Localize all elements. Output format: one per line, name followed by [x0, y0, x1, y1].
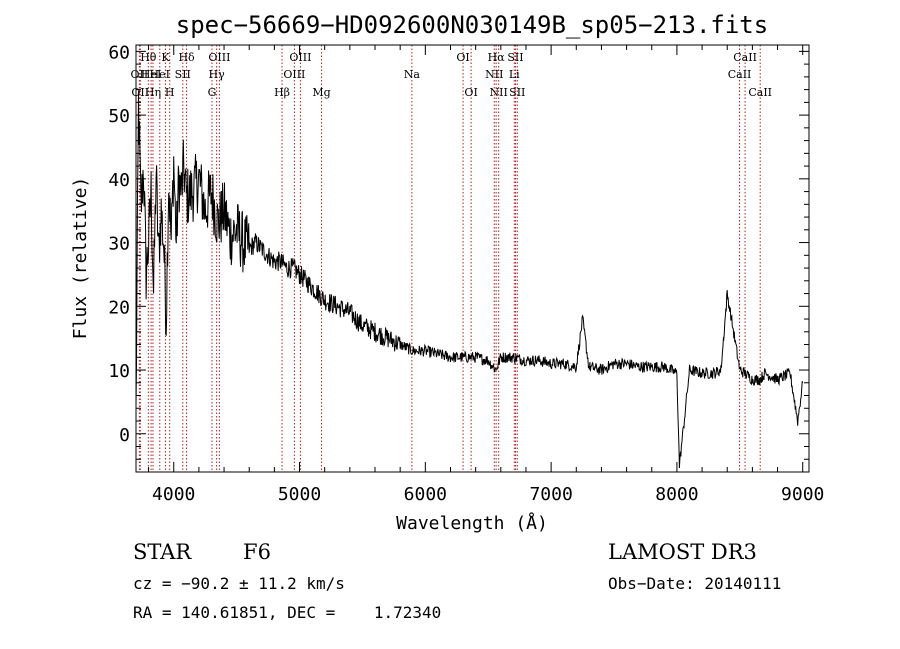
line-label-4363: OIII: [208, 51, 230, 64]
line-label-3934: K: [161, 51, 170, 64]
x-tick-label-6000: 6000: [404, 484, 447, 505]
y-tick-label-30: 30: [108, 234, 130, 255]
observation-date: Obs−Date: 20140111: [608, 574, 782, 593]
line-label-4102: Hδ: [178, 51, 195, 64]
line-label-6300: OI: [456, 51, 469, 64]
object-class: STAR: [133, 540, 192, 564]
y-tick-label-40: 40: [108, 170, 130, 191]
line-label-6707: Li: [509, 68, 520, 81]
line-label-8542: CaII: [733, 51, 757, 64]
line-label-6731: SII: [509, 86, 525, 99]
spectral-line-labels: OIIOIIHθHeIHηHeIKHSIIHδGHγOIIIHβOIIIOIII…: [131, 51, 772, 99]
x-tick-label-7000: 7000: [529, 484, 572, 505]
x-tick-label-9000: 9000: [781, 484, 824, 505]
line-label-3835: Hη: [145, 86, 161, 99]
line-label-6563: Hα: [488, 51, 506, 64]
line-label-5893: Na: [404, 68, 421, 81]
line-label-4072: SII: [175, 68, 191, 81]
line-label-3820: HeI: [141, 68, 161, 81]
x-tick-label-4000: 4000: [152, 484, 195, 505]
line-label-6548: NII: [485, 68, 503, 81]
y-axis: 0 10 20 30 40 50 60: [108, 42, 809, 460]
x-axis: 4000 5000 6000 7000 8000 9000: [148, 45, 824, 505]
line-label-4341: Hγ: [209, 68, 226, 81]
y-tick-label-50: 50: [108, 106, 130, 127]
line-label-6717: SII: [507, 51, 523, 64]
y-tick-label-0: 0: [119, 425, 130, 446]
y-axis-label: Flux (relative): [70, 177, 91, 340]
spectral-line-markers: [138, 45, 761, 472]
chart-title: spec−56669−HD092600N030149B_sp05−213.fit…: [176, 11, 768, 39]
line-label-4861: Hβ: [274, 86, 290, 99]
line-label-3889: HeI: [150, 68, 170, 81]
redshift-cz: cz = −90.2 ± 11.2 km/s: [133, 574, 345, 593]
spectral-subclass: F6: [243, 540, 271, 564]
x-tick-label-8000: 8000: [655, 484, 698, 505]
plot-frame: [135, 44, 810, 473]
line-label-8498: CaII: [728, 68, 752, 81]
coordinates: RA = 140.61851, DEC = 1.72340: [133, 603, 442, 622]
y-tick-label-10: 10: [108, 361, 130, 382]
line-label-6583: NII: [490, 86, 508, 99]
line-label-3798: Hθ: [140, 51, 157, 64]
line-label-5007: OIII: [289, 51, 311, 64]
line-label-6364: OI: [464, 86, 477, 99]
y-tick-label-60: 60: [108, 42, 130, 63]
line-label-8662: CaII: [748, 86, 772, 99]
line-label-5175: Mg: [312, 86, 330, 99]
spectrum-line: [135, 91, 804, 469]
survey-name: LAMOST DR3: [608, 540, 757, 564]
line-label-3968: H: [165, 86, 175, 99]
y-tick-label-20: 20: [108, 297, 130, 318]
spectrum-series: [135, 91, 804, 469]
line-label-3727: OII: [131, 68, 149, 81]
line-label-4304: G: [208, 86, 217, 99]
x-tick-label-5000: 5000: [278, 484, 321, 505]
line-label-4959: OIII: [283, 68, 305, 81]
x-axis-label: Wavelength (Å): [396, 512, 548, 534]
